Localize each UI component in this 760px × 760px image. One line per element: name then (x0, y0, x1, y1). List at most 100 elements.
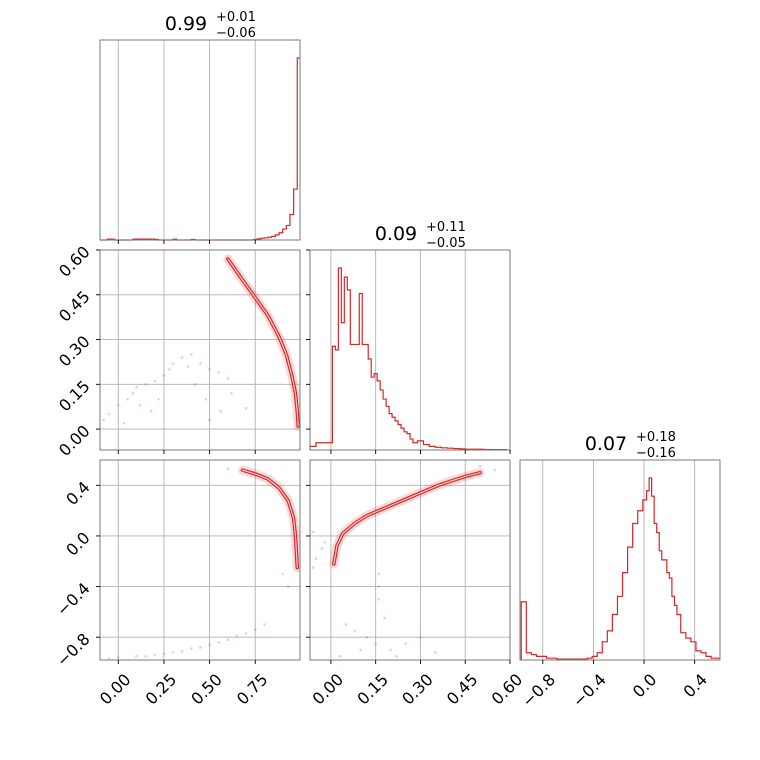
sample-point (377, 572, 380, 576)
panel-1-0 (99, 249, 301, 451)
sample-point (377, 585, 380, 588)
sample-point (235, 634, 239, 638)
sample-point (126, 397, 129, 401)
x-tick-label: 0.00 (309, 670, 348, 709)
sample-point (353, 629, 357, 633)
panel-frame (99, 249, 301, 451)
histogram-2 (520, 477, 720, 660)
sample-point (199, 362, 202, 365)
x-tick-label: 0.45 (443, 670, 482, 709)
sample-point (286, 585, 290, 588)
param-title-minus-0: −0.06 (216, 26, 256, 41)
sample-point (116, 656, 120, 659)
sample-point (314, 557, 318, 561)
x-tick-label: 0.15 (353, 670, 392, 709)
y-tick-label: 0.00 (55, 421, 94, 460)
sample-point (138, 403, 142, 407)
sample-point (144, 654, 147, 658)
sample-point (219, 409, 222, 413)
density-contour-inner (227, 258, 299, 427)
density-2 (311, 465, 497, 658)
panel-2-0 (99, 459, 301, 661)
sample-point (168, 368, 171, 371)
param-title-2: 0.07 (585, 433, 627, 455)
y-tick-label: 0.30 (55, 332, 94, 371)
histogram-1 (309, 267, 508, 451)
y-tick-label: 0.15 (55, 377, 94, 416)
sample-point (383, 616, 386, 620)
param-title-1: 0.09 (375, 223, 417, 245)
sample-point (311, 566, 315, 569)
sample-point (344, 623, 348, 626)
sample-point (493, 468, 497, 472)
panel-frame (309, 249, 511, 451)
sample-point (131, 391, 135, 395)
sample-point (226, 638, 230, 642)
sample-point (171, 362, 175, 365)
sample-point (193, 383, 197, 386)
sample-point (478, 465, 482, 468)
sample-point (365, 635, 369, 639)
density-1 (107, 465, 300, 660)
density-halo (329, 468, 485, 569)
panel-0-0: 0.99 +0.01−0.06 (99, 10, 301, 241)
param-title-minus-2: −0.16 (636, 446, 676, 461)
density-contour (226, 257, 300, 428)
sample-point (190, 353, 193, 356)
sample-point (107, 412, 111, 416)
sample-point (149, 409, 153, 413)
panel-2-1 (309, 459, 511, 661)
sample-point (395, 654, 398, 658)
sample-point (144, 383, 147, 386)
param-title-minus-1: −0.05 (426, 236, 466, 251)
sample-point (208, 368, 211, 371)
x-tick-label: 0.30 (398, 670, 437, 709)
y-tick-label: 0.4 (62, 478, 93, 509)
x-tick-label: −0.8 (518, 670, 559, 711)
sample-point (204, 397, 208, 401)
sample-point (217, 640, 221, 644)
sample-point (374, 642, 377, 645)
sample-point (226, 467, 230, 471)
panel-1-1: 0.09 +0.11−0.05 (309, 220, 511, 451)
sample-point (102, 418, 105, 422)
y-tick-label: −0.8 (53, 629, 94, 670)
x-tick-label: −0.4 (569, 670, 610, 711)
x-tick-label: 0.25 (142, 670, 181, 709)
sample-point (162, 652, 166, 655)
param-title-plus-1: +0.11 (426, 220, 466, 235)
x-tick-label: 0.75 (233, 670, 272, 709)
x-tick-label: 0.50 (187, 670, 226, 709)
y-tick-label: 0.0 (62, 528, 93, 559)
sample-point (226, 377, 230, 380)
sample-point (180, 649, 184, 653)
param-title-0: 0.99 (165, 13, 207, 35)
sample-point (153, 380, 157, 383)
sample-point (208, 418, 211, 422)
sample-point (281, 572, 284, 576)
panel-frame (99, 39, 301, 241)
density-contour-inner (333, 472, 481, 565)
sample-point (359, 648, 363, 652)
sample-point (419, 635, 422, 639)
sample-point (180, 356, 184, 359)
sample-point (190, 647, 193, 650)
sample-point (157, 397, 160, 401)
x-tick-label: 0.00 (96, 670, 135, 709)
sample-point (116, 403, 120, 407)
density-contour-inner (241, 469, 298, 569)
histogram-0 (100, 57, 300, 241)
sample-point (230, 391, 233, 395)
sample-point (244, 632, 248, 635)
sample-point (135, 386, 138, 389)
sample-point (162, 374, 166, 377)
sample-point (107, 657, 111, 660)
sample-point (217, 371, 221, 374)
panel-frame (99, 459, 301, 661)
sample-point (311, 530, 315, 534)
sample-point (338, 654, 342, 658)
sample-point (244, 406, 248, 410)
sample-point (377, 597, 380, 601)
x-tick-label: 0.4 (680, 670, 711, 701)
